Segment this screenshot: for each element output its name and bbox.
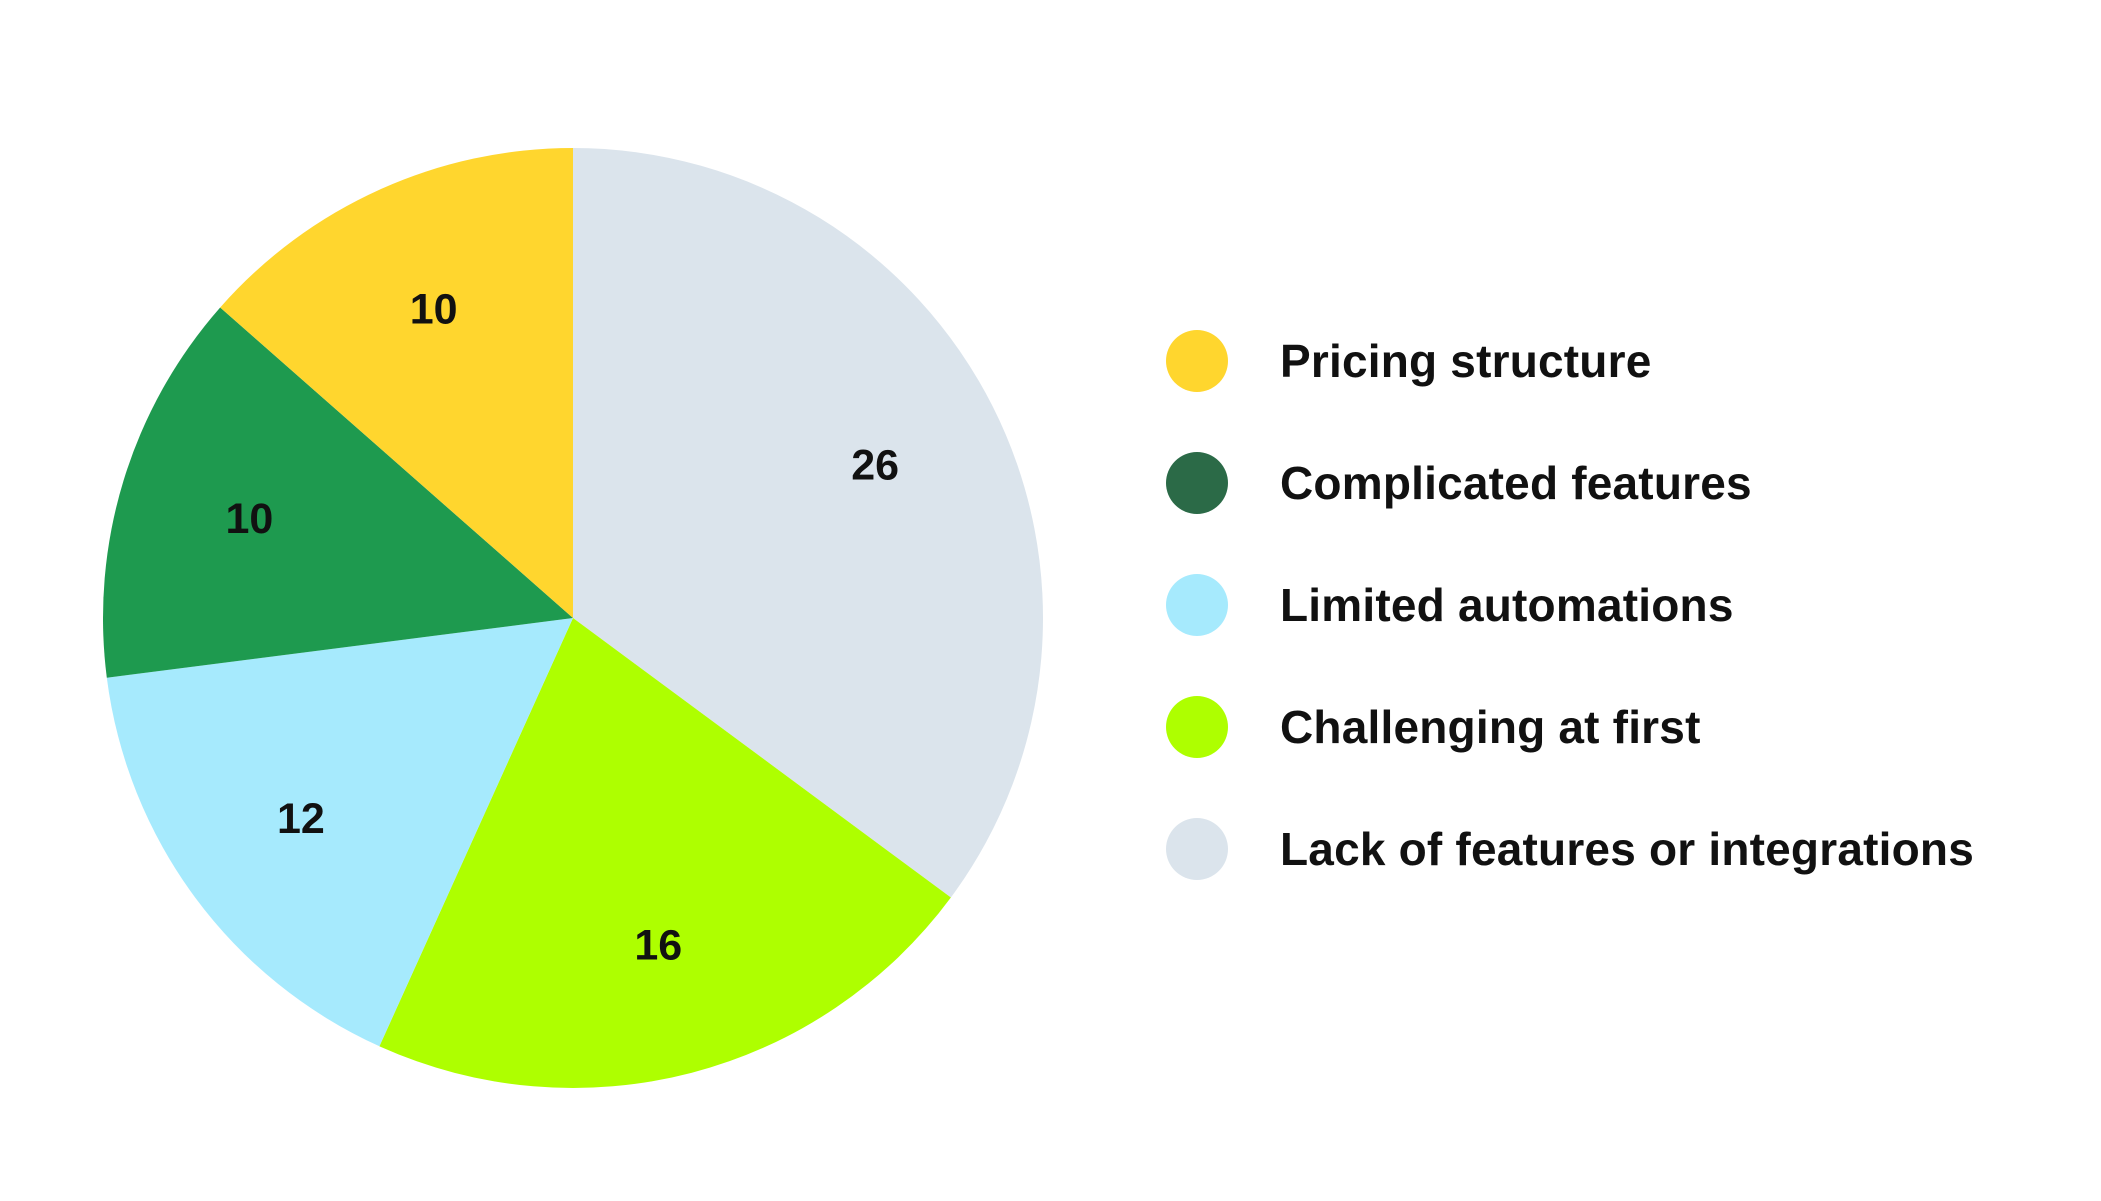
pie-value-label-challenging-at-first: 16 (634, 921, 682, 969)
legend-label: Complicated features (1280, 457, 1752, 509)
pie-value-label-lack-of-features-or-integrations: 26 (851, 442, 899, 490)
pie-slice-complicated-features (103, 307, 574, 678)
pie-slice-challenging-at-first (379, 618, 951, 1088)
legend-swatch (1166, 330, 1228, 392)
legend-label: Lack of features or integrations (1280, 823, 1974, 875)
pie-value-label-pricing-structure: 10 (410, 286, 458, 334)
legend-label: Pricing structure (1280, 335, 1652, 387)
legend-item-limited-automations: Limited automations (1166, 574, 2066, 636)
legend-swatch (1166, 452, 1228, 514)
legend-label: Limited automations (1280, 579, 1734, 631)
legend-label: Challenging at first (1280, 701, 1701, 753)
pie-value-labels: 26 16 12 10 10 (226, 286, 900, 970)
legend-swatch (1166, 696, 1228, 758)
pie-slice-pricing-structure (220, 148, 573, 618)
pie-slice-lack-of-features-or-integrations (573, 148, 1043, 898)
pie-value-label-complicated-features: 10 (226, 495, 274, 543)
legend-swatch (1166, 818, 1228, 880)
pie-value-label-limited-automations: 12 (277, 795, 325, 843)
legend-item-challenging-at-first: Challenging at first (1166, 696, 2066, 758)
legend-swatch (1166, 574, 1228, 636)
pie-slices (103, 148, 1043, 1088)
legend: Pricing structure Complicated features L… (1166, 330, 2066, 940)
legend-item-pricing-structure: Pricing structure (1166, 330, 2066, 392)
legend-item-lack-of-features-or-integrations: Lack of features or integrations (1166, 818, 2066, 880)
pie-slice-limited-automations (106, 618, 573, 1047)
legend-item-complicated-features: Complicated features (1166, 452, 2066, 514)
